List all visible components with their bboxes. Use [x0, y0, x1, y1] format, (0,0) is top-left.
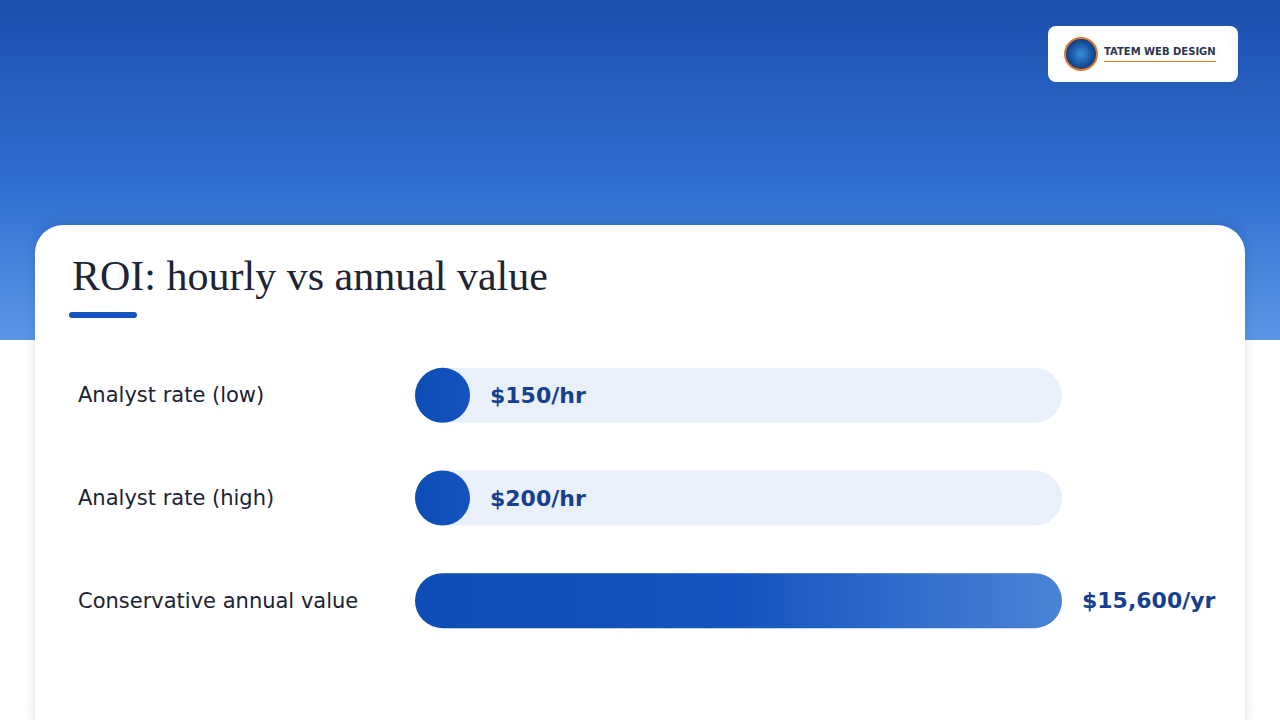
svg-text:ROI: hourly vs annual value: ROI: hourly vs annual value — [72, 253, 548, 299]
svg-text:$200/hr: $200/hr — [490, 486, 586, 511]
svg-text:$15,600/yr: $15,600/yr — [1082, 588, 1216, 613]
html-text:TATEM WEB DESIGN: TATEM WEB DESIGN — [1104, 46, 1216, 57]
svg-text:Analyst rate (high): Analyst rate (high) — [78, 486, 274, 510]
svg-text:Conservative annual value: Conservative annual value — [78, 589, 358, 613]
svg-text:Analyst rate (low): Analyst rate (low) — [78, 383, 264, 407]
svg-text:$150/hr: $150/hr — [490, 383, 586, 408]
